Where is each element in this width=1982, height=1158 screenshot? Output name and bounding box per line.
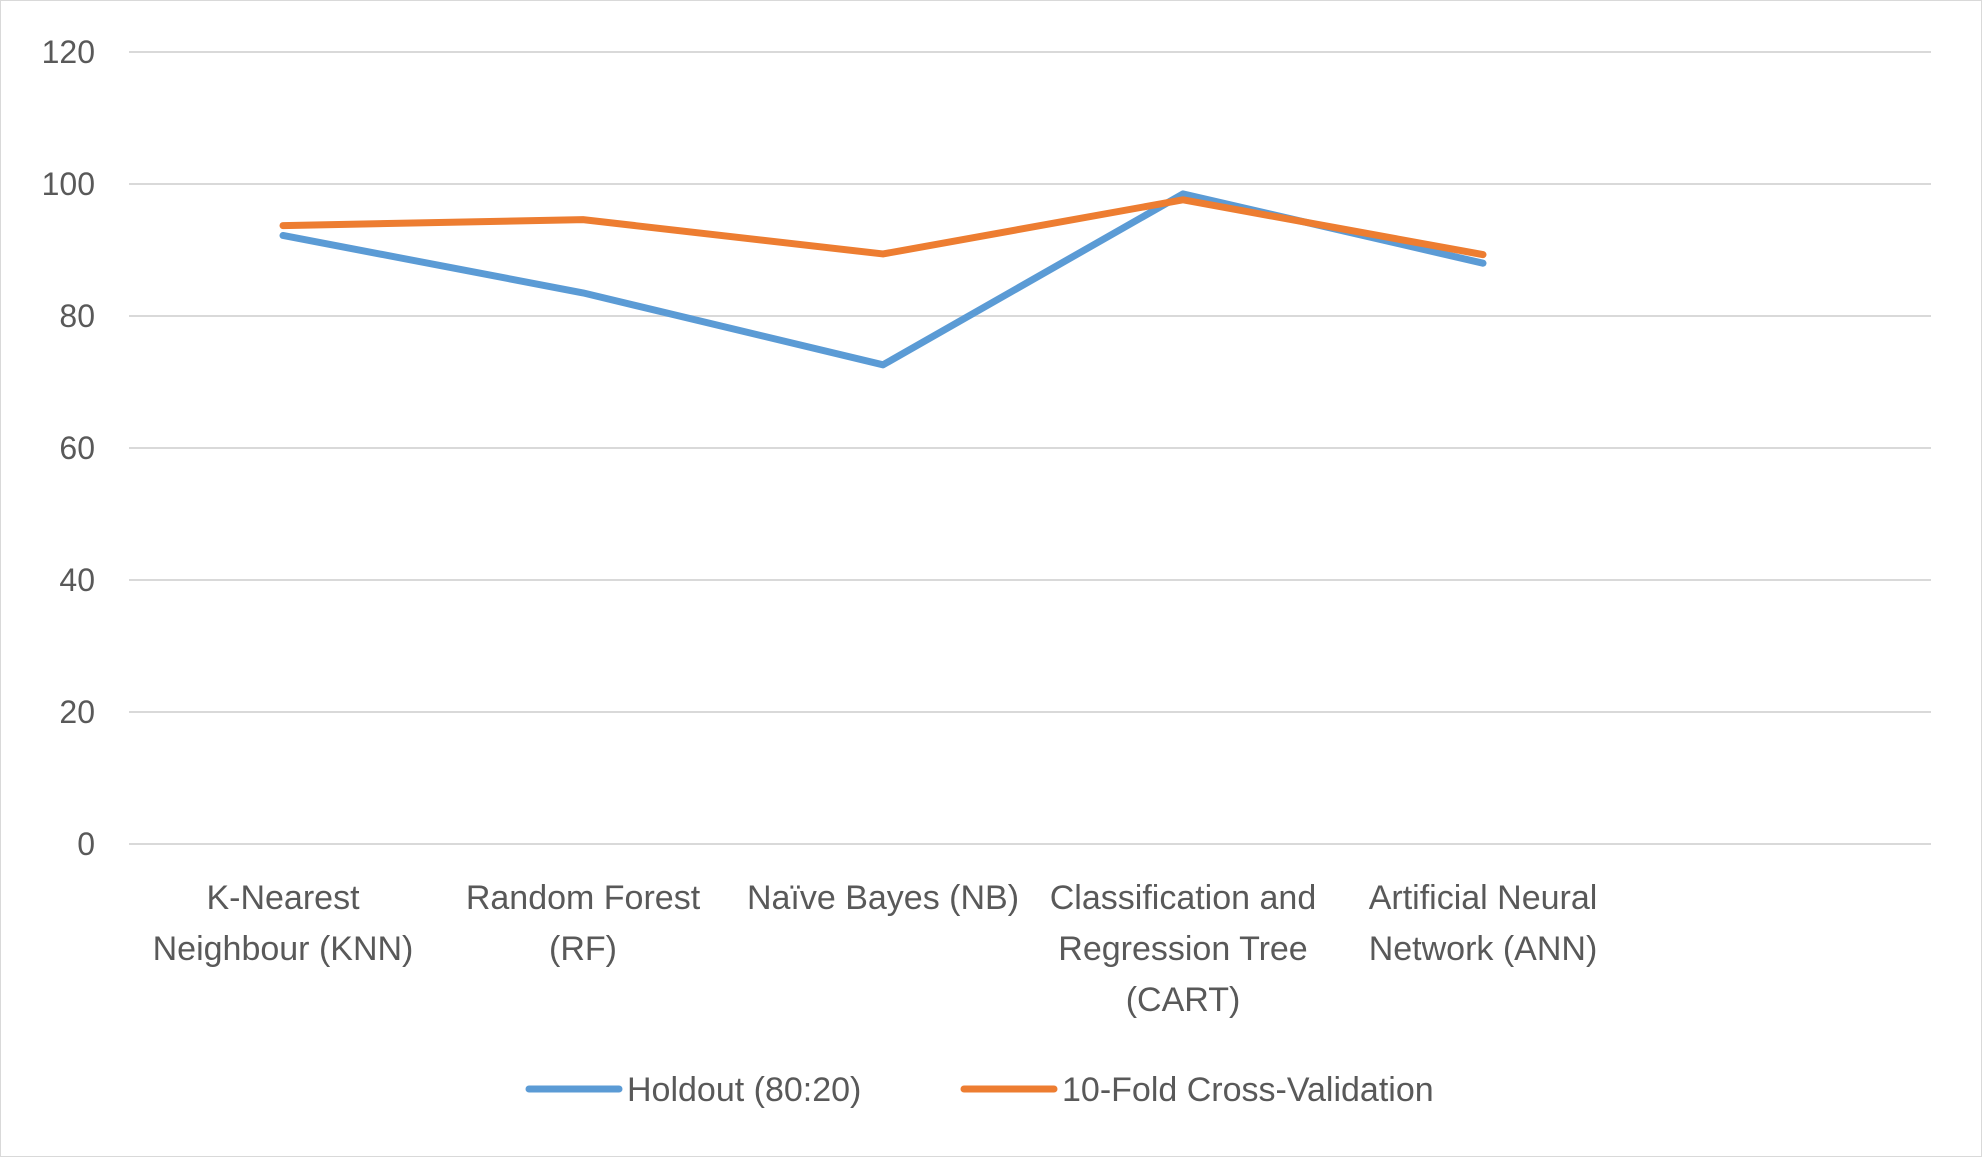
x-category-label-line: Neighbour (KNN) — [153, 930, 414, 968]
y-tick-label: 60 — [59, 430, 95, 466]
gridlines — [129, 51, 1931, 845]
legend-label: Holdout (80:20) — [627, 1071, 861, 1109]
x-category-label: Classification and Regression Tree (CART) — [1050, 879, 1316, 1019]
x-category-label-line: (RF) — [549, 930, 617, 968]
series-line-cross-validation — [279, 196, 1487, 259]
x-category-label: K-Nearest Neighbour (KNN) — [153, 879, 414, 968]
x-category-label-line: Classification and — [1050, 879, 1316, 917]
x-category-label-line: Naïve Bayes (NB) — [747, 879, 1019, 917]
x-category-label-line: Artificial Neural — [1369, 879, 1598, 917]
y-tick-label: 100 — [42, 166, 95, 202]
y-tick-label: 80 — [59, 298, 95, 334]
x-category-label-line: Regression Tree — [1058, 930, 1307, 968]
x-category-label: Naïve Bayes (NB) — [747, 879, 1019, 917]
series-lines — [279, 190, 1487, 369]
x-category-label: Artificial Neural Network (ANN) — [1369, 879, 1598, 968]
legend-label: 10-Fold Cross-Validation — [1062, 1071, 1434, 1109]
x-category-label-line: K-Nearest — [206, 879, 360, 917]
x-category-label: Random Forest (RF) — [466, 879, 701, 968]
y-tick-label: 40 — [59, 562, 95, 598]
x-category-label-line: Random Forest — [466, 879, 701, 917]
y-axis-tick-labels: 0 20 40 60 80 100 120 — [42, 34, 95, 862]
x-category-label-line: Network (ANN) — [1369, 930, 1598, 968]
x-axis-category-labels: K-Nearest Neighbour (KNN) Random Forest (RF… — [153, 879, 1598, 1019]
x-category-label-line: (CART) — [1126, 981, 1241, 1019]
legend: Holdout (80:20) 10-Fold Cross-Validation — [525, 1071, 1434, 1109]
y-tick-label: 20 — [59, 694, 95, 730]
y-tick-label: 120 — [42, 34, 95, 70]
y-tick-label: 0 — [77, 826, 95, 862]
